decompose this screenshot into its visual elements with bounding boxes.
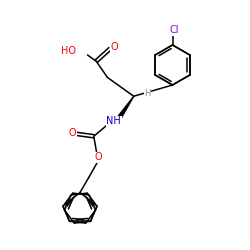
Text: O: O bbox=[94, 152, 102, 162]
Text: HO: HO bbox=[61, 46, 76, 56]
Text: Cl: Cl bbox=[169, 26, 178, 36]
Text: NH: NH bbox=[106, 116, 121, 126]
Text: O: O bbox=[111, 42, 118, 52]
Text: O: O bbox=[69, 128, 76, 138]
Polygon shape bbox=[116, 96, 134, 120]
Text: H: H bbox=[144, 89, 151, 98]
